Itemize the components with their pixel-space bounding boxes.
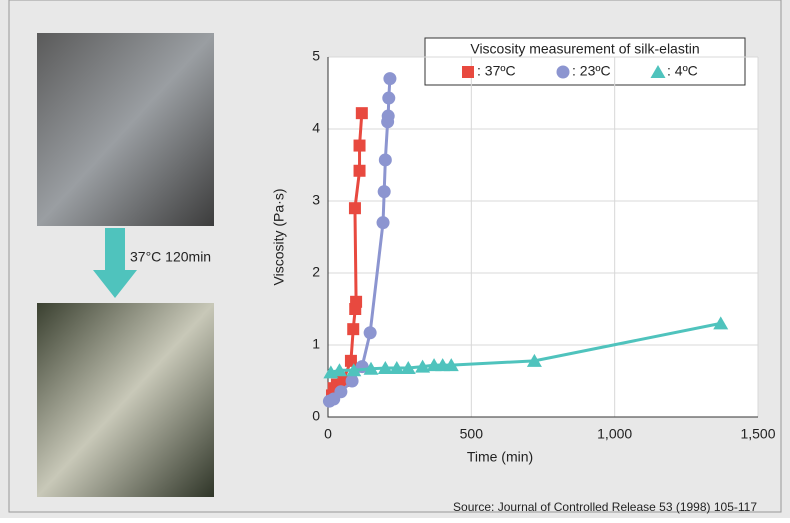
marker [334, 385, 348, 399]
legend [424, 37, 746, 86]
marker [383, 72, 397, 86]
legend-title: Viscosity measurement of silk-elastin [470, 41, 699, 57]
y-axis-label: Viscosity (Pa·s) [271, 189, 287, 286]
marker [350, 295, 363, 308]
legend-label: : 23ºC [572, 63, 611, 79]
x-tick-label: 1,500 [740, 426, 775, 442]
y-tick-label: 3 [312, 192, 320, 208]
marker [347, 323, 360, 336]
marker [353, 139, 366, 152]
annotation: 37°C 120min [130, 249, 211, 265]
marker [378, 153, 392, 167]
x-tick-label: 1,000 [597, 426, 632, 442]
marker [389, 361, 405, 375]
marker [348, 202, 361, 215]
x-axis-label: Time (min) [467, 449, 533, 465]
y-tick-label: 4 [312, 120, 320, 136]
marker [345, 374, 359, 388]
marker [376, 216, 390, 230]
y-tick-label: 5 [312, 48, 320, 64]
marker [363, 326, 377, 340]
y-tick-label: 1 [312, 336, 320, 352]
arrow [93, 228, 137, 298]
marker [377, 361, 393, 375]
marker [713, 316, 729, 330]
marker [382, 91, 396, 105]
x-tick-label: 500 [460, 426, 484, 442]
marker [381, 109, 395, 123]
legend-label: : 4ºC [667, 63, 698, 79]
source: Source: Journal of Controlled Release 53… [453, 500, 757, 514]
photo-liquid [37, 33, 214, 226]
marker [650, 65, 666, 78]
marker [526, 353, 542, 367]
marker [344, 354, 357, 367]
marker [353, 164, 366, 177]
axes [327, 57, 758, 418]
plot-area [328, 57, 758, 417]
marker [336, 375, 349, 387]
marker [443, 358, 459, 372]
marker [415, 359, 431, 373]
x-tick-label: 0 [324, 426, 332, 442]
marker [462, 66, 474, 78]
legend-label: : 37ºC [477, 63, 516, 79]
marker [556, 65, 570, 79]
marker [331, 363, 347, 377]
marker [363, 361, 379, 375]
marker [377, 185, 391, 199]
marker [346, 363, 362, 377]
marker [400, 361, 416, 375]
y-tick-label: 0 [312, 408, 320, 424]
marker [355, 107, 368, 120]
photo-gel [37, 303, 214, 497]
y-tick-label: 2 [312, 264, 320, 280]
